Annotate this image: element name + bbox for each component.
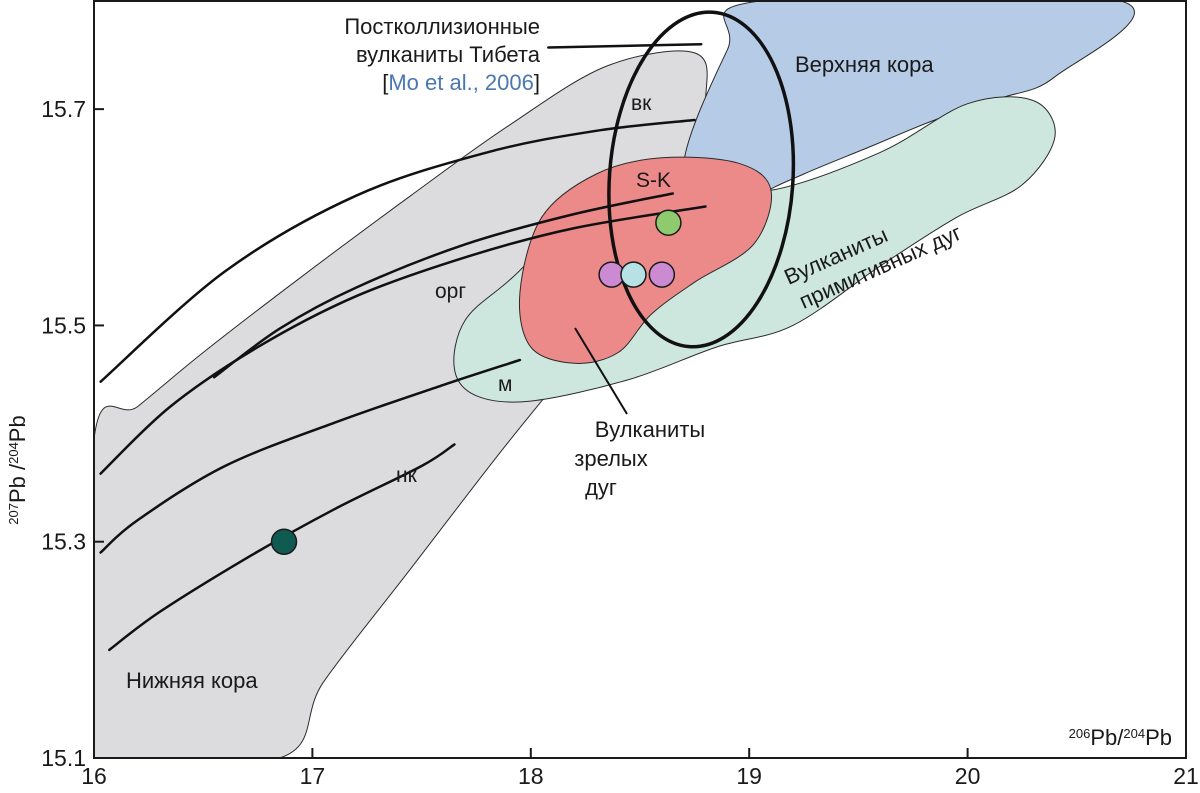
upper-crust-label: Верхняя кора <box>795 52 934 77</box>
y-axis-el1: Pb / <box>5 463 30 503</box>
tibet-label-line1: Постколлизионные <box>344 14 540 39</box>
y-tick-label-2: 15.5 <box>41 312 86 338</box>
curve-5 <box>547 43 703 49</box>
curve-label-sk: S-K <box>636 169 671 192</box>
x-tick-label-4: 20 <box>955 763 981 789</box>
y-tick-label-0: 15.1 <box>41 745 86 771</box>
mature-arcs-label-line2: зрелых <box>574 446 647 471</box>
regions-layer <box>94 1 1135 758</box>
curve-label-nk: нк <box>396 464 418 487</box>
y-tick-label-3: 15.7 <box>41 96 86 122</box>
plot-frame <box>93 0 1187 759</box>
axis-ticks: 16 17 18 19 20 21 15.1 15.3 15.5 15.7 <box>41 96 1199 789</box>
y-axis-el2: Pb <box>5 415 30 442</box>
tibet-ref-open: [ <box>382 70 388 95</box>
x-axis-el2: Pb <box>1145 725 1172 750</box>
tibet-ellipse-layer <box>607 10 796 349</box>
curve-label-vk: вк <box>631 92 652 115</box>
mature-arcs-label-line3: дуг <box>585 475 617 500</box>
x-tick-label-5: 21 <box>1173 763 1199 789</box>
x-axis-el1: Pb/ <box>1090 725 1124 750</box>
mature-arcs-leader <box>574 327 628 415</box>
mature-arcs-label-line1: Вулканиты <box>595 417 705 442</box>
x-tick-label-1: 17 <box>300 763 326 789</box>
tibet-ref-close: ] <box>534 70 540 95</box>
x-tick-label-3: 19 <box>736 763 762 789</box>
x-axis-title: 206Pb/204Pb <box>1069 725 1172 750</box>
tibet-reference: [Mo et al., 2006] <box>382 70 540 95</box>
curve-label-m: м <box>498 373 512 396</box>
region-3 <box>518 156 773 364</box>
curve-1 <box>212 192 675 379</box>
curve-3 <box>99 358 522 554</box>
data-point-1 <box>655 209 682 236</box>
data-point-3 <box>620 261 647 288</box>
curve-label-org: орг <box>435 280 466 303</box>
x-axis-num1: 206 <box>1069 726 1091 741</box>
lower-crust-label: Нижняя кора <box>126 668 258 693</box>
points-layer <box>270 209 682 555</box>
curve-0 <box>99 118 696 383</box>
tibet-ref-link: Mo et al., 2006 <box>388 70 534 95</box>
tibet-ellipse <box>607 10 796 349</box>
data-point-0 <box>270 528 298 555</box>
x-tick-label-0: 16 <box>81 763 107 789</box>
tibet-label-line2: вулканиты Тибета <box>356 42 541 67</box>
y-tick-label-1: 15.3 <box>41 529 86 555</box>
y-axis-num1: 207 <box>6 503 21 525</box>
curve-2 <box>99 205 707 475</box>
x-axis-num2: 204 <box>1123 726 1145 741</box>
y-axis-title: 207Pb /204Pb <box>5 415 30 524</box>
x-tick-label-2: 18 <box>518 763 544 789</box>
data-point-4 <box>648 261 676 288</box>
y-axis-num2: 204 <box>6 442 21 464</box>
